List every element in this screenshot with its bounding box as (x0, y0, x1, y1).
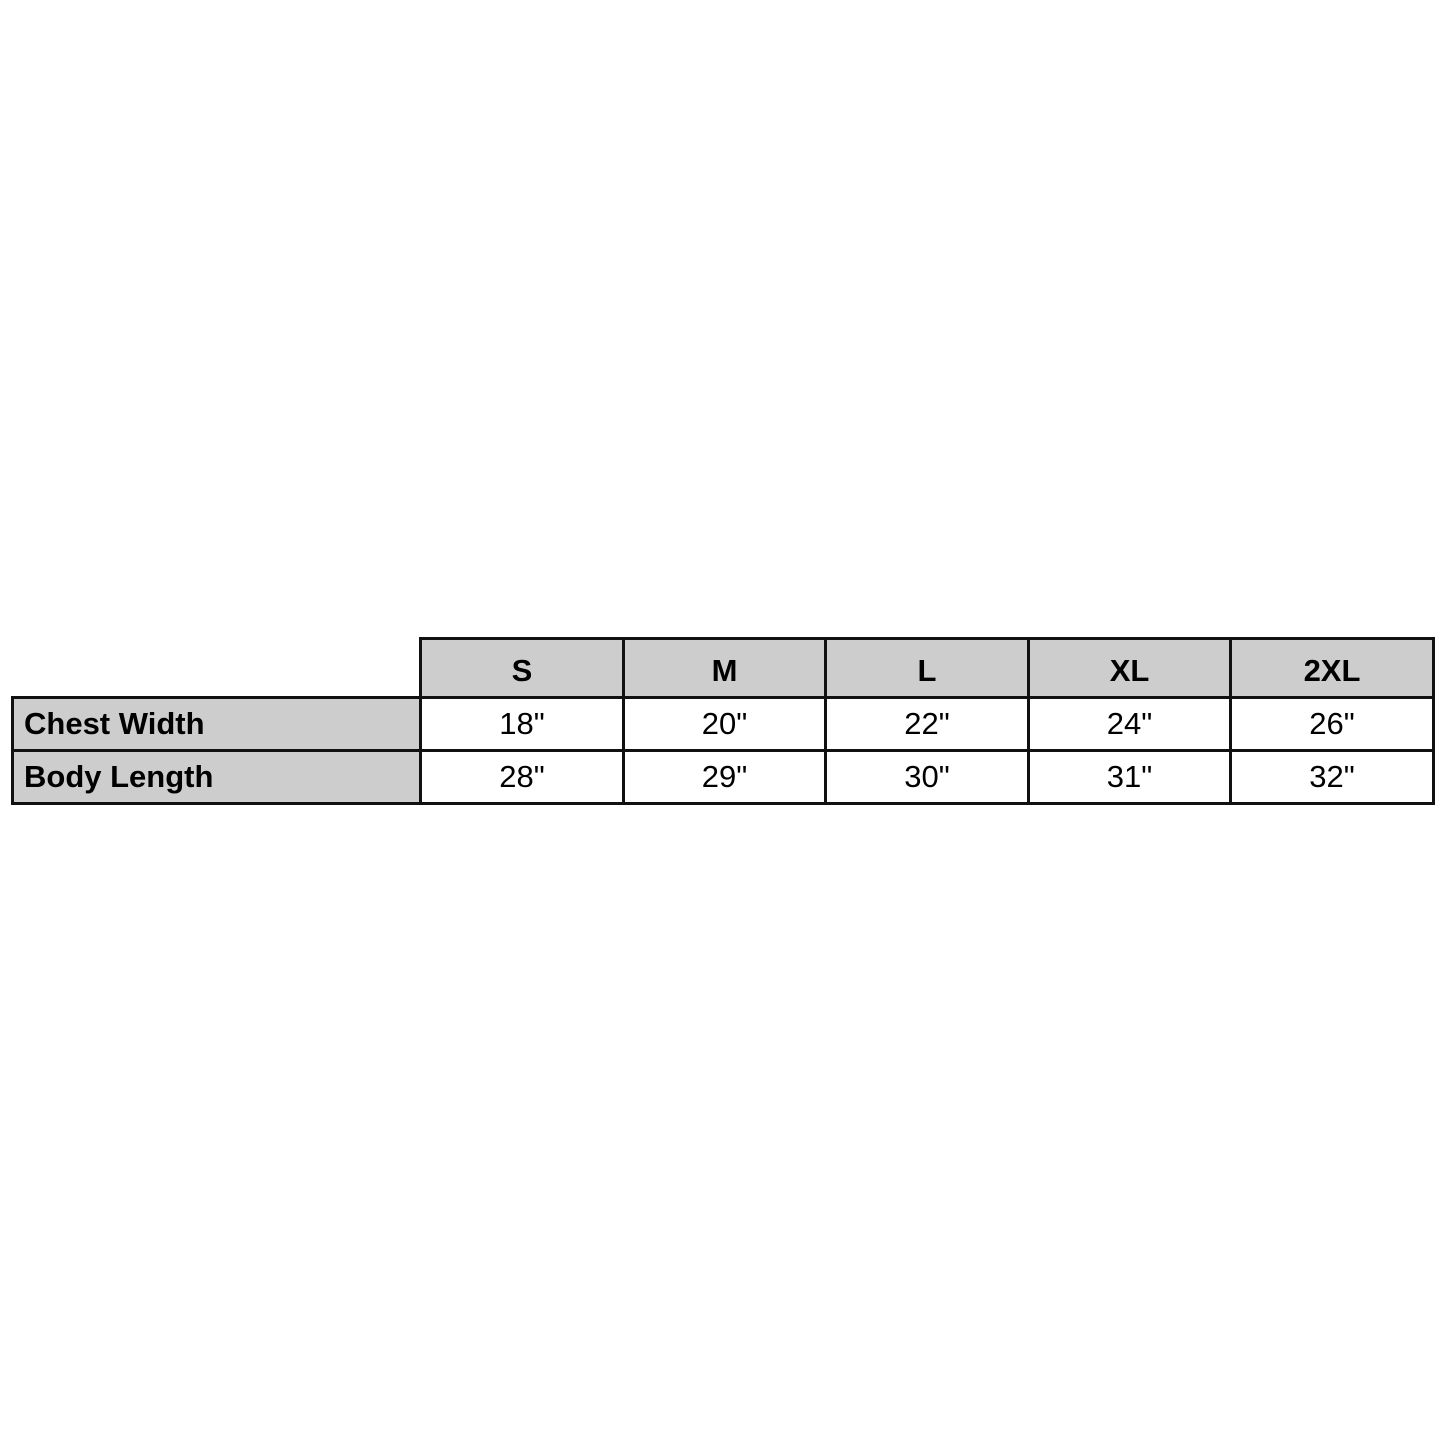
measurement-cell: 20" (622, 696, 827, 752)
measurement-cell: 26" (1229, 696, 1435, 752)
measurement-cell: 31" (1027, 749, 1232, 805)
measurement-cell: 29" (622, 749, 827, 805)
row-label: Chest Width (11, 696, 422, 752)
size-header: M (622, 637, 827, 699)
measurement-cell: 22" (824, 696, 1030, 752)
size-header: S (419, 637, 625, 699)
measurement-cell: 32" (1229, 749, 1435, 805)
measurement-cell: 18" (419, 696, 625, 752)
size-chart-table: S M L XL 2XL Chest Width 18" 20" 22" 24"… (11, 637, 1435, 805)
size-header: L (824, 637, 1030, 699)
row-label: Body Length (11, 749, 422, 805)
size-header: 2XL (1229, 637, 1435, 699)
corner-cell (12, 638, 421, 699)
table-row: Chest Width 18" 20" 22" 24" 26" (11, 696, 1435, 752)
measurement-cell: 24" (1027, 696, 1232, 752)
measurement-cell: 30" (824, 749, 1030, 805)
size-header: XL (1027, 637, 1232, 699)
measurement-cell: 28" (419, 749, 625, 805)
size-header-row: S M L XL 2XL (12, 637, 1435, 699)
table-row: Body Length 28" 29" 30" 31" 32" (11, 749, 1435, 805)
